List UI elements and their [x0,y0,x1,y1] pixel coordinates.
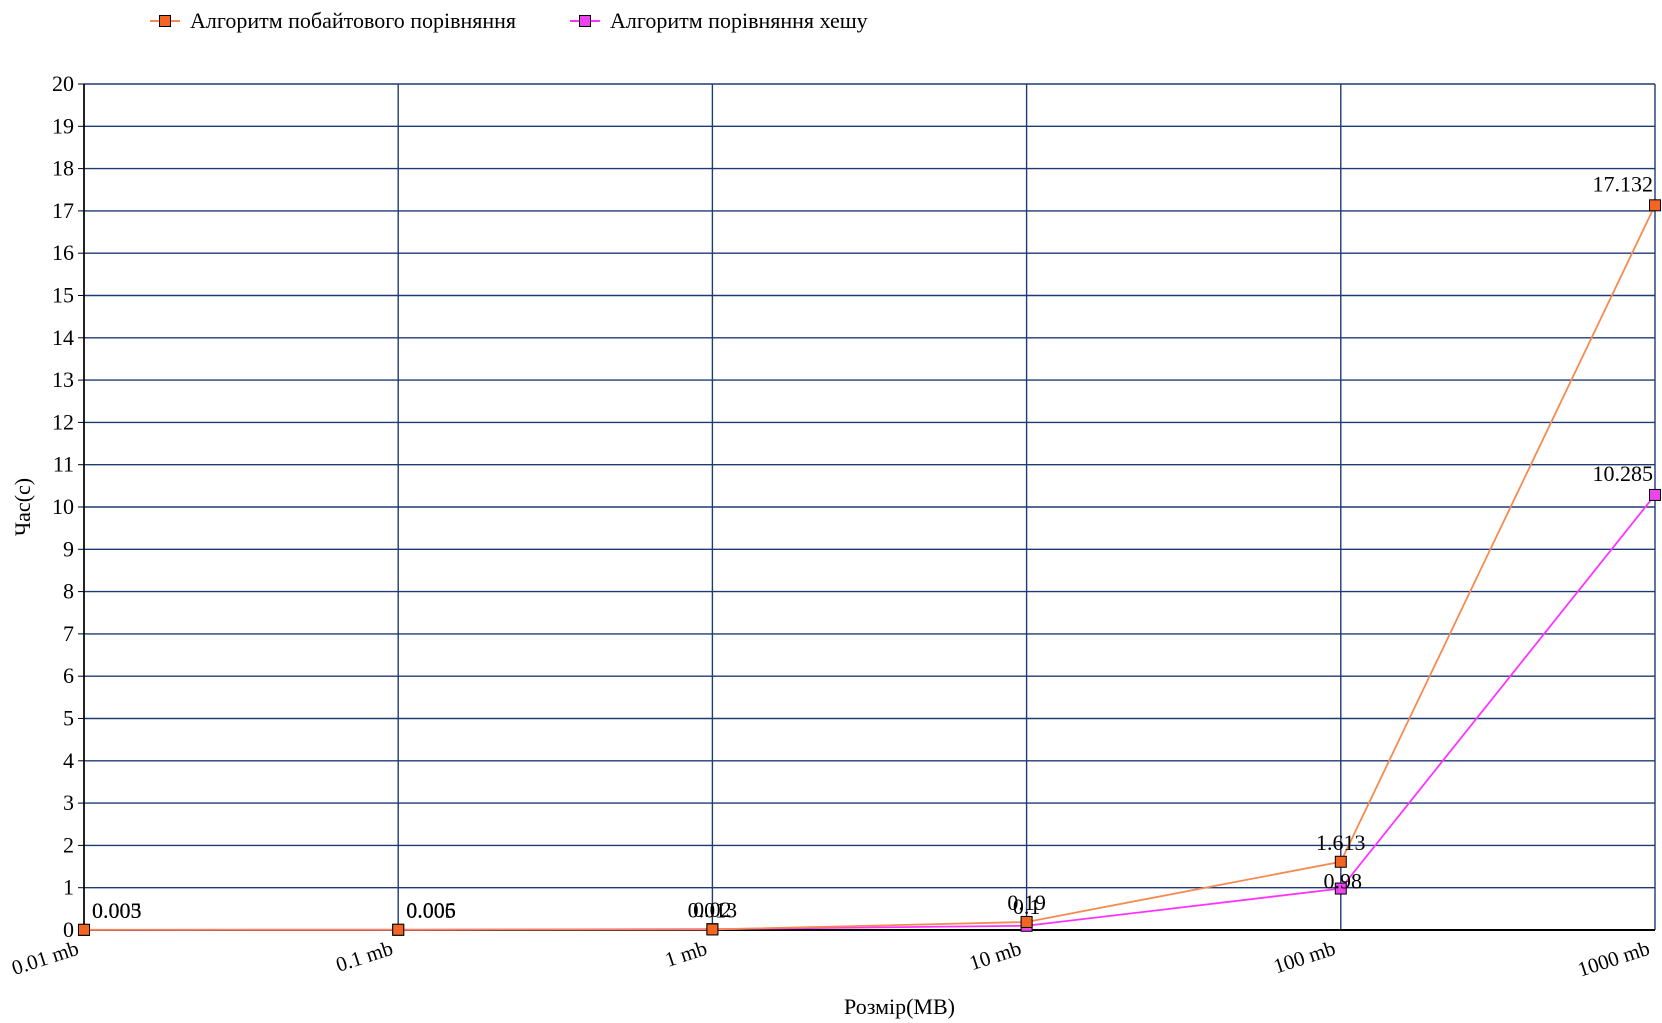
data-label-series-0: 0.006 [406,898,456,923]
y-tick-label: 0 [63,917,74,942]
series-0-point [706,923,719,936]
data-label-series-0: 1.613 [1316,830,1366,855]
data-label-series-0: 0.19 [1007,890,1046,915]
series-1-point [1649,488,1661,501]
data-label-series-0: 0.013 [688,897,738,922]
data-label-series-1: 10.285 [1593,461,1654,486]
y-tick-label: 13 [52,367,74,392]
legend-swatch-hash-compare [570,14,601,28]
y-axis-title: Час(с) [10,478,35,536]
y-tick-label: 3 [63,790,74,815]
y-tick-label: 16 [52,240,74,265]
y-tick-label: 7 [63,621,74,646]
data-label-series-1: 0.98 [1324,869,1363,894]
series-line-0 [83,204,1656,931]
y-tick-label: 12 [52,409,74,434]
legend-label-hash-compare: Алгоритм порівняння хешу [610,8,868,33]
legend-swatch-byte-compare [150,14,180,28]
y-tick-label: 8 [63,579,74,604]
legend: Алгоритм побайтового порівняння Алгоритм… [150,8,868,34]
series-0-point [78,923,90,936]
series-0-point [1649,199,1661,212]
x-tick-label: 1 mb [662,936,710,972]
y-tick-label: 10 [52,494,74,519]
y-tick-label: 9 [63,536,74,561]
y-tick-label: 18 [52,156,74,181]
y-tick-label: 14 [52,325,74,350]
x-tick-label: 0.1 mb [333,936,396,977]
y-tick-label: 1 [63,875,74,900]
x-tick-label: 0.01 mb [9,936,82,980]
legend-item-byte-compare: Алгоритм побайтового порівняння [150,8,516,34]
data-label-series-1: 0.003 [92,898,142,923]
series-0-point [392,923,405,936]
data-label-series-1: 0.1 [1013,894,1041,919]
y-tick-label: 15 [52,283,74,308]
x-tick-label: 10 mb [966,936,1024,975]
y-tick-label: 2 [63,832,74,857]
legend-label-byte-compare: Алгоритм побайтового порівняння [190,8,517,33]
x-tick-label: 100 mb [1270,936,1338,978]
y-tick-label: 6 [63,663,74,688]
y-tick-label: 17 [52,198,74,223]
y-tick-label: 4 [63,748,74,773]
y-tick-label: 5 [63,706,74,731]
x-tick-label: 1000 mb [1575,936,1653,982]
series-line-1 [83,494,1656,931]
series-0-point [1020,915,1033,928]
legend-item-hash-compare: Алгоритм порівняння хешу [570,8,868,34]
data-label-series-0: 0.005 [92,898,142,923]
data-label-series-1: 0.02 [693,897,732,922]
y-tick-label: 20 [52,71,74,96]
data-label-series-0: 17.132 [1593,171,1654,196]
series-1-point [1334,882,1347,895]
y-tick-label: 11 [53,452,74,477]
y-tick-label: 19 [52,113,74,138]
x-axis-title: Розмір(MB) [844,994,955,1019]
data-label-series-1: 0.005 [406,898,456,923]
series-0-point [1334,855,1347,868]
